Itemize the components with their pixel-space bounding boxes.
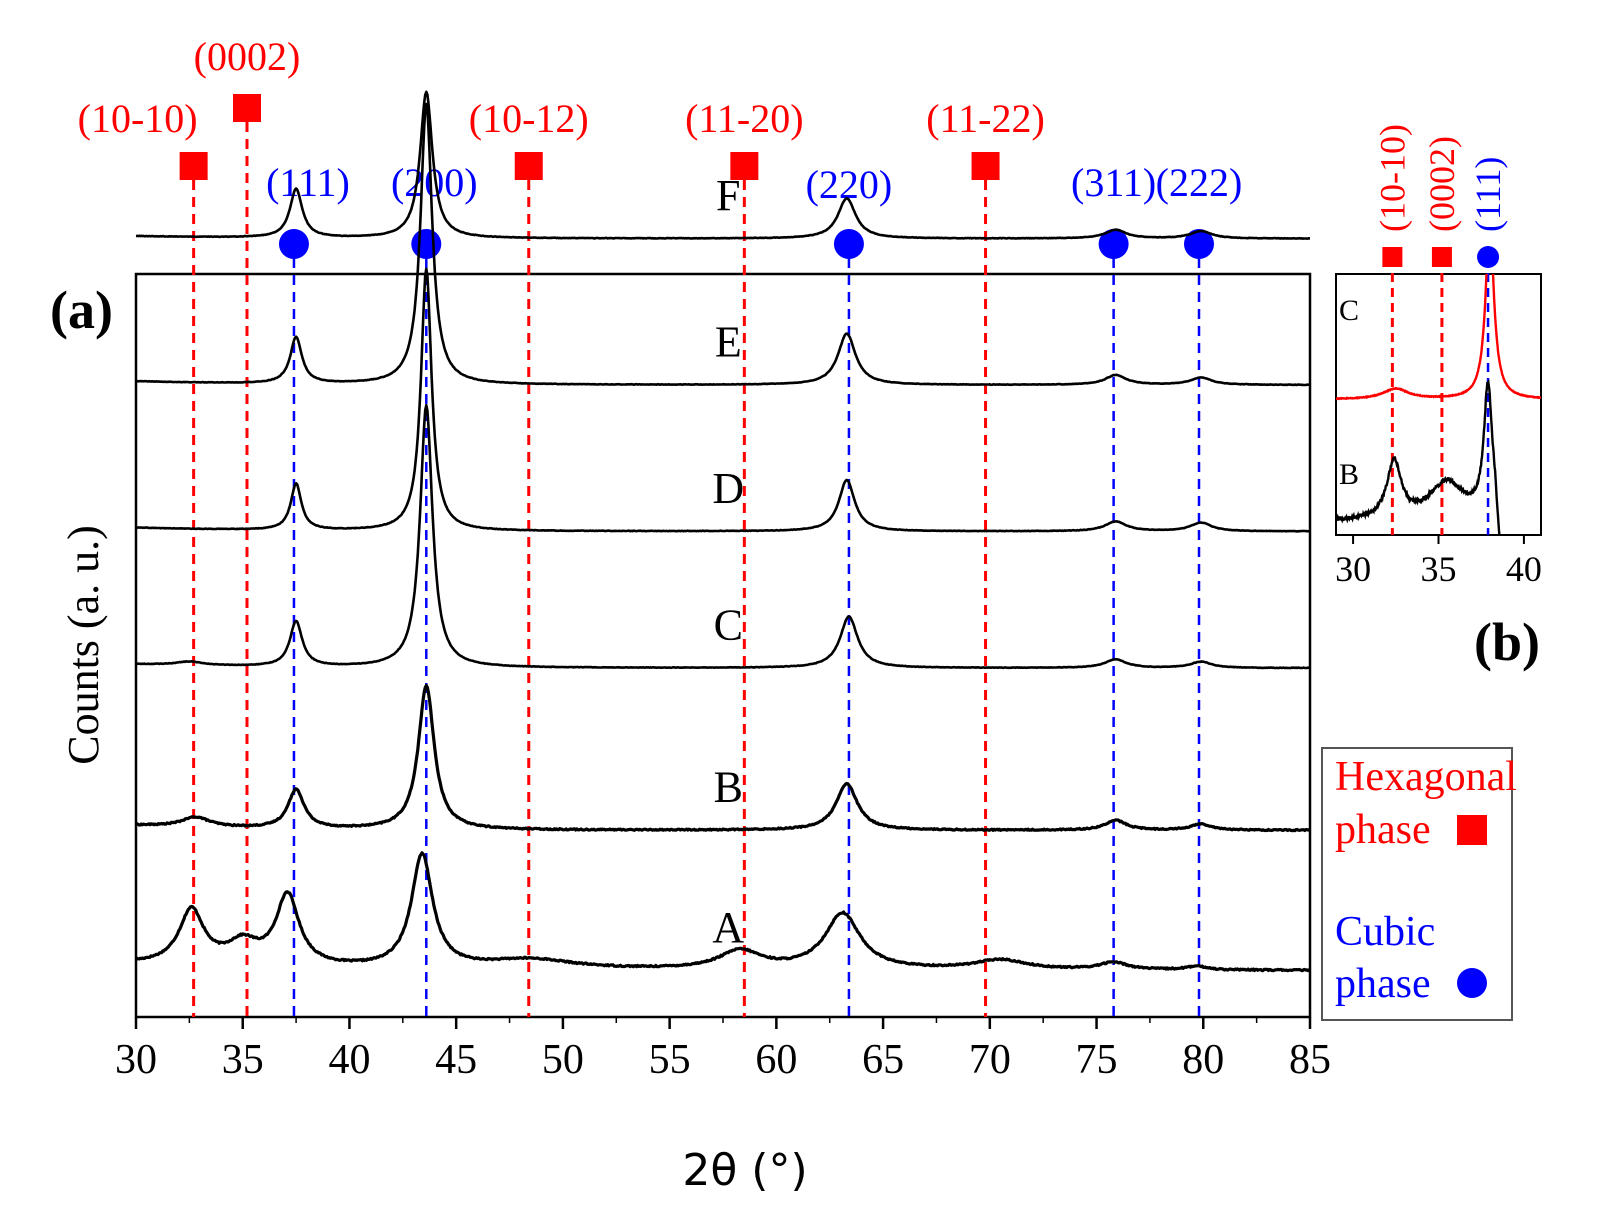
hexagonal-plane-label: (10-10) bbox=[1372, 124, 1412, 232]
x-tick-label: 35 bbox=[222, 1037, 264, 1083]
phase-legend: Hexagonal phase Cubic phase bbox=[1321, 747, 1517, 1021]
x-tick-label: 55 bbox=[649, 1037, 691, 1083]
inset-pattern-b bbox=[1336, 379, 1501, 535]
cubic-plane-label: (222) bbox=[1156, 160, 1243, 205]
hexagonal-plane-label: (11-20) bbox=[685, 96, 803, 141]
y-axis-label: Counts (a. u.) bbox=[59, 525, 108, 765]
x-tick-label: 30 bbox=[115, 1037, 157, 1083]
panel-a-phase-markers: (10-10) (0002) (10-12) (11-20) (11-22) (111) (… bbox=[78, 34, 1243, 259]
legend-cubic-line1: Cubic bbox=[1335, 909, 1435, 955]
cubic-circle-icon bbox=[1457, 968, 1487, 998]
cubic-circle-icon bbox=[1184, 229, 1215, 259]
x-tick-label: 40 bbox=[328, 1037, 370, 1083]
panel-b: (10-10) (0002) (111) CB 30 35 40 (b) bbox=[1335, 124, 1542, 672]
hexagonal-square-icon bbox=[514, 152, 543, 180]
cubic-circle-icon bbox=[833, 229, 864, 259]
hexagonal-plane-label: (10-12) bbox=[469, 96, 589, 141]
legend-hexagonal-line1: Hexagonal bbox=[1335, 754, 1517, 800]
cubic-circle-icon bbox=[1477, 246, 1500, 268]
series-label-f: F bbox=[716, 171, 740, 220]
hexagonal-square-icon bbox=[730, 152, 759, 180]
hexagonal-square-icon bbox=[232, 94, 261, 122]
panel-a: (10-10) (0002) (10-12) (11-20) (11-22) (111) (… bbox=[50, 34, 1331, 1196]
cubic-plane-label: (111) bbox=[1468, 157, 1508, 232]
xrd-pattern-b bbox=[135, 684, 1311, 833]
x-tick-label: 50 bbox=[542, 1037, 584, 1083]
inset-series-label-b: B bbox=[1339, 458, 1359, 491]
panel-a-reference-lines bbox=[192, 122, 1201, 1017]
xrd-pattern-e bbox=[135, 102, 1311, 387]
inset-x-tick-label: 40 bbox=[1506, 549, 1542, 589]
hexagonal-plane-label: (11-22) bbox=[926, 96, 1044, 141]
hexagonal-square-icon bbox=[1431, 247, 1452, 267]
x-tick-label: 45 bbox=[435, 1037, 477, 1083]
panel-a-label: (a) bbox=[50, 280, 113, 340]
cubic-circle-icon bbox=[1098, 229, 1129, 259]
series-label-d: D bbox=[712, 464, 744, 513]
panel-b-series-labels: CB bbox=[1339, 294, 1359, 491]
panel-a-series bbox=[134, 90, 1311, 973]
panel-b-series bbox=[1336, 274, 1541, 535]
series-label-a: A bbox=[712, 903, 744, 952]
inset-x-tick-label: 30 bbox=[1335, 549, 1371, 589]
legend-cubic-line2: phase bbox=[1335, 961, 1431, 1007]
x-tick-label: 60 bbox=[755, 1037, 797, 1083]
hexagonal-square-icon bbox=[1382, 247, 1403, 267]
xrd-pattern-d bbox=[135, 267, 1311, 533]
x-axis-label: 2θ (°) bbox=[682, 1145, 807, 1196]
legend-hexagonal-line2: phase bbox=[1335, 807, 1431, 853]
panel-b-frame bbox=[1335, 273, 1542, 536]
series-label-b: B bbox=[714, 763, 743, 812]
hexagonal-square-icon bbox=[971, 152, 1000, 180]
hexagonal-plane-label: (0002) bbox=[194, 34, 301, 79]
panel-a-series-labels: A B C D E F bbox=[712, 171, 744, 952]
panel-b-phase-markers: (10-10) (0002) (111) bbox=[1372, 124, 1508, 268]
x-tick-label: 65 bbox=[862, 1037, 904, 1083]
cubic-plane-label: (111) bbox=[266, 160, 350, 205]
inset-pattern-c bbox=[1336, 274, 1541, 401]
series-label-e: E bbox=[715, 317, 742, 366]
xrd-pattern-c bbox=[135, 403, 1311, 670]
x-tick-label: 80 bbox=[1182, 1037, 1224, 1083]
hexagonal-plane-label: (10-10) bbox=[78, 96, 198, 141]
panel-a-x-axis: 30 35 40 45 50 55 60 65 70 75 80 85 bbox=[115, 1017, 1331, 1083]
hexagonal-plane-label: (0002) bbox=[1422, 136, 1462, 232]
xrd-pattern-f bbox=[135, 90, 1311, 240]
panel-b-label: (b) bbox=[1474, 612, 1540, 672]
x-tick-label: 70 bbox=[969, 1037, 1011, 1083]
inset-x-tick-label: 35 bbox=[1421, 549, 1457, 589]
panel-b-x-axis: 30 35 40 bbox=[1335, 535, 1542, 589]
cubic-plane-label: (311) bbox=[1071, 160, 1156, 205]
inset-series-label-c: C bbox=[1339, 294, 1359, 327]
hexagonal-square-icon bbox=[179, 152, 208, 180]
cubic-circle-icon bbox=[278, 229, 309, 259]
cubic-circle-icon bbox=[411, 229, 442, 259]
xrd-pattern-a bbox=[134, 851, 1311, 973]
x-tick-label: 75 bbox=[1076, 1037, 1118, 1083]
x-tick-label: 85 bbox=[1289, 1037, 1331, 1083]
series-label-c: C bbox=[714, 600, 743, 649]
hexagonal-square-icon bbox=[1457, 815, 1487, 845]
